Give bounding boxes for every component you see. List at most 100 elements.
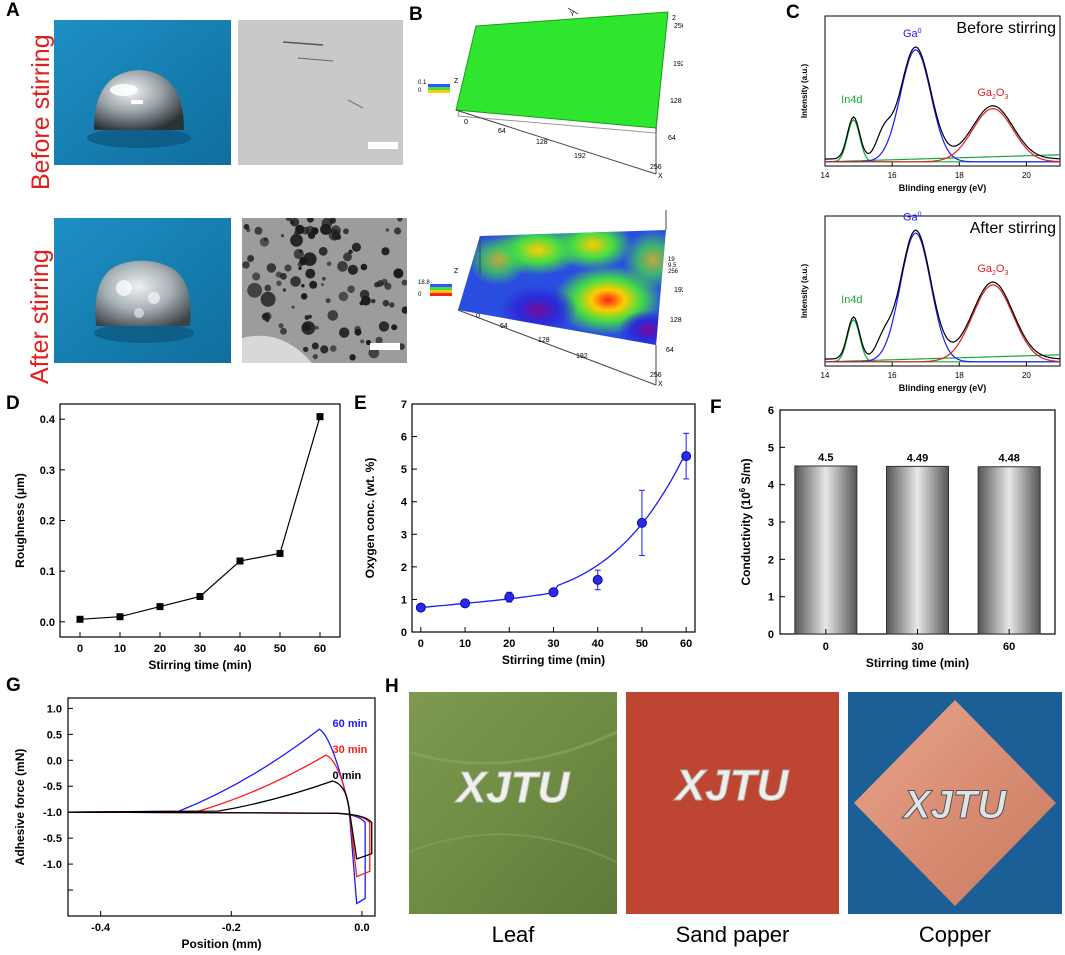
y-tick-label: 0.5: [47, 729, 62, 741]
tick-y-256: 256: [674, 23, 683, 30]
baseline-curve: [825, 154, 1060, 163]
force-curve: [67, 728, 366, 905]
x-axis-label: Blinding energy (eV): [899, 383, 987, 393]
y-tick-label: 0.3: [40, 465, 55, 477]
x-tick-label: 30: [547, 638, 559, 650]
tick-x-64: 64: [498, 128, 506, 135]
envelope-curve: [825, 46, 1061, 160]
ga2o3-annotation: Ga2O3: [977, 263, 1008, 277]
data-point: [681, 451, 692, 462]
x-tick-label: 0: [77, 643, 83, 655]
fit-curve: [420, 455, 687, 609]
pore: [401, 279, 407, 286]
bar-value-label: 4.5: [818, 452, 833, 464]
pore: [254, 226, 263, 235]
y-tick-label: 4: [401, 497, 408, 509]
pore: [339, 327, 350, 338]
pore: [329, 218, 336, 224]
tick-x-128: 128: [538, 337, 550, 344]
pore: [314, 325, 319, 330]
pore: [276, 280, 282, 286]
y-tick-label: -0.5: [43, 833, 62, 845]
pore: [397, 218, 403, 222]
pore: [285, 218, 292, 222]
x-tick-label: 50: [274, 643, 286, 655]
plot-frame: [824, 215, 1061, 367]
pore: [266, 263, 277, 273]
corner-label-bottom: 256: [668, 269, 679, 275]
tick-y-128: 128: [670, 98, 682, 105]
pore: [381, 278, 388, 286]
y-tick-label: 5: [401, 464, 407, 476]
data-point: [156, 603, 164, 611]
pore: [301, 226, 310, 235]
x-axis-label: Stirring time (min): [866, 656, 969, 670]
x-axis-label: Stirring time (min): [148, 658, 251, 672]
data-point: [196, 592, 204, 600]
pore: [305, 268, 316, 279]
legend-min: 0: [418, 292, 422, 298]
pore: [337, 261, 348, 272]
pore: [382, 299, 390, 307]
ga0-annotation: Ga0: [903, 211, 922, 223]
y-tick-label: -1.0: [43, 807, 62, 819]
caption-leaf: Leaf: [491, 922, 535, 947]
ga2o3-curve: [825, 284, 1061, 363]
pore: [393, 268, 404, 279]
bar-value-label: 4.48: [998, 453, 1019, 465]
envelope-curve: [825, 229, 1061, 360]
pore: [330, 345, 337, 352]
data-point: [276, 549, 284, 557]
x-tick-label: 30: [194, 643, 206, 655]
y-axis-label: Intensity (a.u.): [800, 264, 809, 319]
data-point: [116, 613, 124, 621]
corner-label-mid: 9.5: [668, 263, 677, 269]
axis-x-label: X: [658, 173, 663, 180]
axis-y-label: Y: [570, 11, 575, 18]
y-axis-label: Adhesive force (mN): [13, 749, 27, 866]
x-axis-label: Stirring time (min): [502, 653, 605, 667]
x-tick-label: 60: [314, 643, 326, 655]
pore: [391, 324, 398, 331]
y-axis-label: Oxygen conc. (wt. %): [363, 458, 377, 579]
data-point: [76, 615, 84, 623]
x-tick-label: 20: [1022, 171, 1031, 180]
panel-label-d: D: [6, 393, 20, 414]
ga2o3-curve: [825, 107, 1061, 163]
pore: [347, 264, 358, 275]
tick-x-0: 0: [464, 119, 468, 126]
pore: [338, 291, 349, 302]
scale-bar: [370, 343, 400, 350]
xjtu-text: XJTU: [902, 783, 1007, 827]
pore: [242, 261, 250, 269]
data-point: [592, 574, 603, 585]
pore: [252, 272, 261, 281]
pore: [298, 266, 302, 270]
x-tick-label: -0.4: [91, 922, 111, 934]
tick-x-64: 64: [500, 323, 508, 330]
pore: [343, 228, 349, 235]
pore: [299, 257, 308, 266]
after-stirring-label: After stirring: [26, 249, 54, 384]
pore: [371, 298, 376, 304]
pore: [293, 248, 304, 260]
xps-title: Before stirring: [956, 20, 1056, 37]
pore: [290, 218, 300, 227]
micrograph-before-photo: [238, 20, 403, 165]
caption-sandpaper: Sand paper: [675, 922, 790, 947]
pore: [302, 322, 311, 331]
x-tick-label: 20: [1022, 371, 1031, 380]
x-tick-label: 50: [636, 638, 648, 650]
pore: [263, 237, 268, 242]
oxygen-chart: 0 10 20 30 40 50 60 0 1 2 3 4 5 6 7 Stirring time (min)…: [363, 399, 696, 667]
panel-label-f: F: [710, 397, 722, 418]
x-tick-label: -0.2: [222, 922, 241, 934]
pore: [343, 252, 352, 262]
caption-copper: Copper: [918, 922, 992, 947]
data-point: [316, 413, 324, 421]
data-point: [504, 592, 515, 603]
micrograph-before-image: [238, 20, 403, 165]
copper-photo: XJTU: [848, 692, 1062, 914]
x-tick-label: 18: [955, 371, 964, 380]
leaf-image: XJTU: [409, 692, 617, 914]
